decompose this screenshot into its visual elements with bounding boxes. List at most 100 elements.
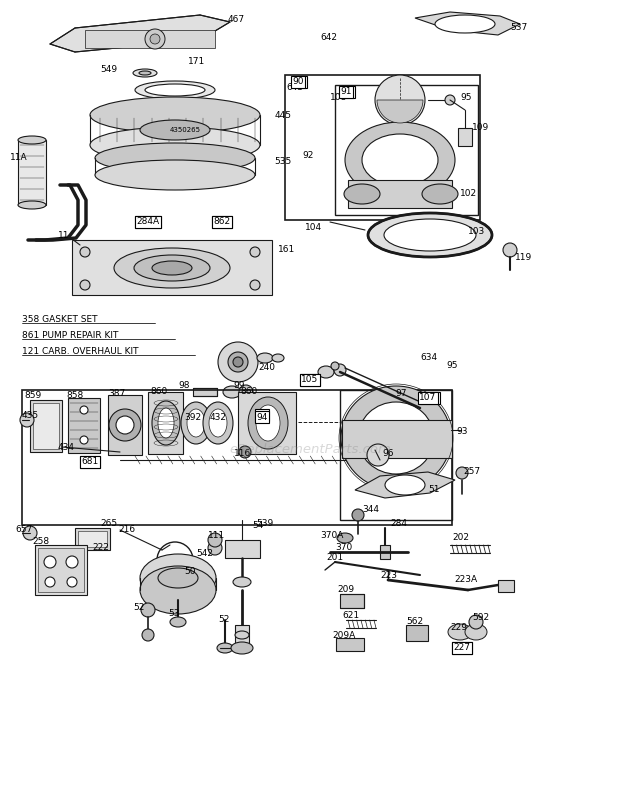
Circle shape xyxy=(469,615,483,629)
Ellipse shape xyxy=(248,397,288,449)
Circle shape xyxy=(503,243,517,257)
Ellipse shape xyxy=(140,566,216,614)
Text: 94: 94 xyxy=(256,413,268,422)
Circle shape xyxy=(445,95,455,105)
Text: 621: 621 xyxy=(342,611,359,620)
Bar xyxy=(33,403,59,449)
Text: 92: 92 xyxy=(302,151,313,160)
Ellipse shape xyxy=(209,409,227,437)
Text: 202: 202 xyxy=(452,534,469,543)
Text: 53: 53 xyxy=(168,610,180,619)
Circle shape xyxy=(80,247,90,257)
Text: 258: 258 xyxy=(32,538,49,547)
Ellipse shape xyxy=(145,84,205,96)
Text: 54: 54 xyxy=(252,521,264,530)
Text: 284: 284 xyxy=(390,520,407,529)
Text: 860: 860 xyxy=(150,388,167,397)
Ellipse shape xyxy=(368,213,492,257)
Polygon shape xyxy=(50,15,230,52)
Bar xyxy=(68,398,100,453)
Ellipse shape xyxy=(318,366,334,378)
Ellipse shape xyxy=(139,71,151,75)
Text: 542: 542 xyxy=(196,550,213,559)
Circle shape xyxy=(145,29,165,49)
Text: 91: 91 xyxy=(340,88,352,97)
Text: 227: 227 xyxy=(453,643,471,653)
Polygon shape xyxy=(355,472,455,498)
Bar xyxy=(85,30,215,48)
Bar xyxy=(285,75,480,220)
Text: 858: 858 xyxy=(66,391,83,400)
Ellipse shape xyxy=(256,405,280,441)
Text: 435: 435 xyxy=(22,411,39,420)
Ellipse shape xyxy=(95,160,255,190)
Bar xyxy=(38,548,84,592)
Ellipse shape xyxy=(95,143,255,173)
Circle shape xyxy=(228,352,248,372)
Text: 11: 11 xyxy=(58,231,69,241)
Ellipse shape xyxy=(231,642,253,654)
Text: 562: 562 xyxy=(406,617,423,627)
Ellipse shape xyxy=(90,127,260,163)
Text: 223A: 223A xyxy=(454,576,477,585)
Text: 52: 52 xyxy=(133,603,144,612)
Ellipse shape xyxy=(187,409,205,437)
Text: 358 GASKET SET: 358 GASKET SET xyxy=(22,315,97,324)
Ellipse shape xyxy=(152,401,180,445)
Ellipse shape xyxy=(344,184,380,204)
Ellipse shape xyxy=(170,617,186,627)
Text: 98: 98 xyxy=(178,380,190,389)
Text: 634: 634 xyxy=(420,354,437,363)
Bar xyxy=(340,390,452,520)
Text: 216: 216 xyxy=(118,526,135,534)
Ellipse shape xyxy=(18,136,46,144)
Text: 642: 642 xyxy=(320,32,337,41)
Ellipse shape xyxy=(272,354,284,362)
Ellipse shape xyxy=(217,643,233,653)
Text: 111: 111 xyxy=(208,531,225,540)
Text: 116: 116 xyxy=(234,449,251,458)
Text: 209A: 209A xyxy=(332,630,355,640)
Ellipse shape xyxy=(135,81,215,99)
Text: 229: 229 xyxy=(450,624,467,633)
Text: 257: 257 xyxy=(463,466,480,475)
Text: 109: 109 xyxy=(472,123,489,132)
Text: 392: 392 xyxy=(184,414,201,423)
Circle shape xyxy=(218,342,258,382)
Circle shape xyxy=(80,280,90,290)
Bar xyxy=(238,392,296,454)
Circle shape xyxy=(456,467,468,479)
Bar xyxy=(348,180,452,208)
Text: 861 PUMP REPAIR KIT: 861 PUMP REPAIR KIT xyxy=(22,332,118,341)
Circle shape xyxy=(331,362,339,370)
Circle shape xyxy=(233,357,243,367)
Text: 4350265: 4350265 xyxy=(169,127,200,133)
Text: 432: 432 xyxy=(210,414,227,423)
Circle shape xyxy=(250,280,260,290)
Text: 434: 434 xyxy=(58,444,75,453)
Text: 370: 370 xyxy=(335,543,352,552)
Circle shape xyxy=(375,75,425,125)
Text: 209: 209 xyxy=(337,586,354,594)
Text: 201: 201 xyxy=(326,553,343,563)
Ellipse shape xyxy=(158,568,198,588)
Bar xyxy=(225,540,260,558)
Circle shape xyxy=(109,409,141,441)
Ellipse shape xyxy=(134,255,210,281)
Text: 535: 535 xyxy=(274,157,291,166)
Ellipse shape xyxy=(257,353,273,363)
Circle shape xyxy=(250,247,260,257)
Bar xyxy=(498,580,514,592)
Circle shape xyxy=(23,526,37,540)
Text: 103: 103 xyxy=(468,228,485,237)
Text: 592: 592 xyxy=(472,613,489,623)
Circle shape xyxy=(116,416,134,434)
Circle shape xyxy=(20,413,34,427)
Text: 657: 657 xyxy=(15,526,32,534)
Text: 860: 860 xyxy=(240,388,257,397)
Bar xyxy=(335,85,478,215)
Ellipse shape xyxy=(345,122,455,198)
Text: 344: 344 xyxy=(362,505,379,514)
Text: 549: 549 xyxy=(100,66,117,75)
Text: 862: 862 xyxy=(213,217,231,226)
